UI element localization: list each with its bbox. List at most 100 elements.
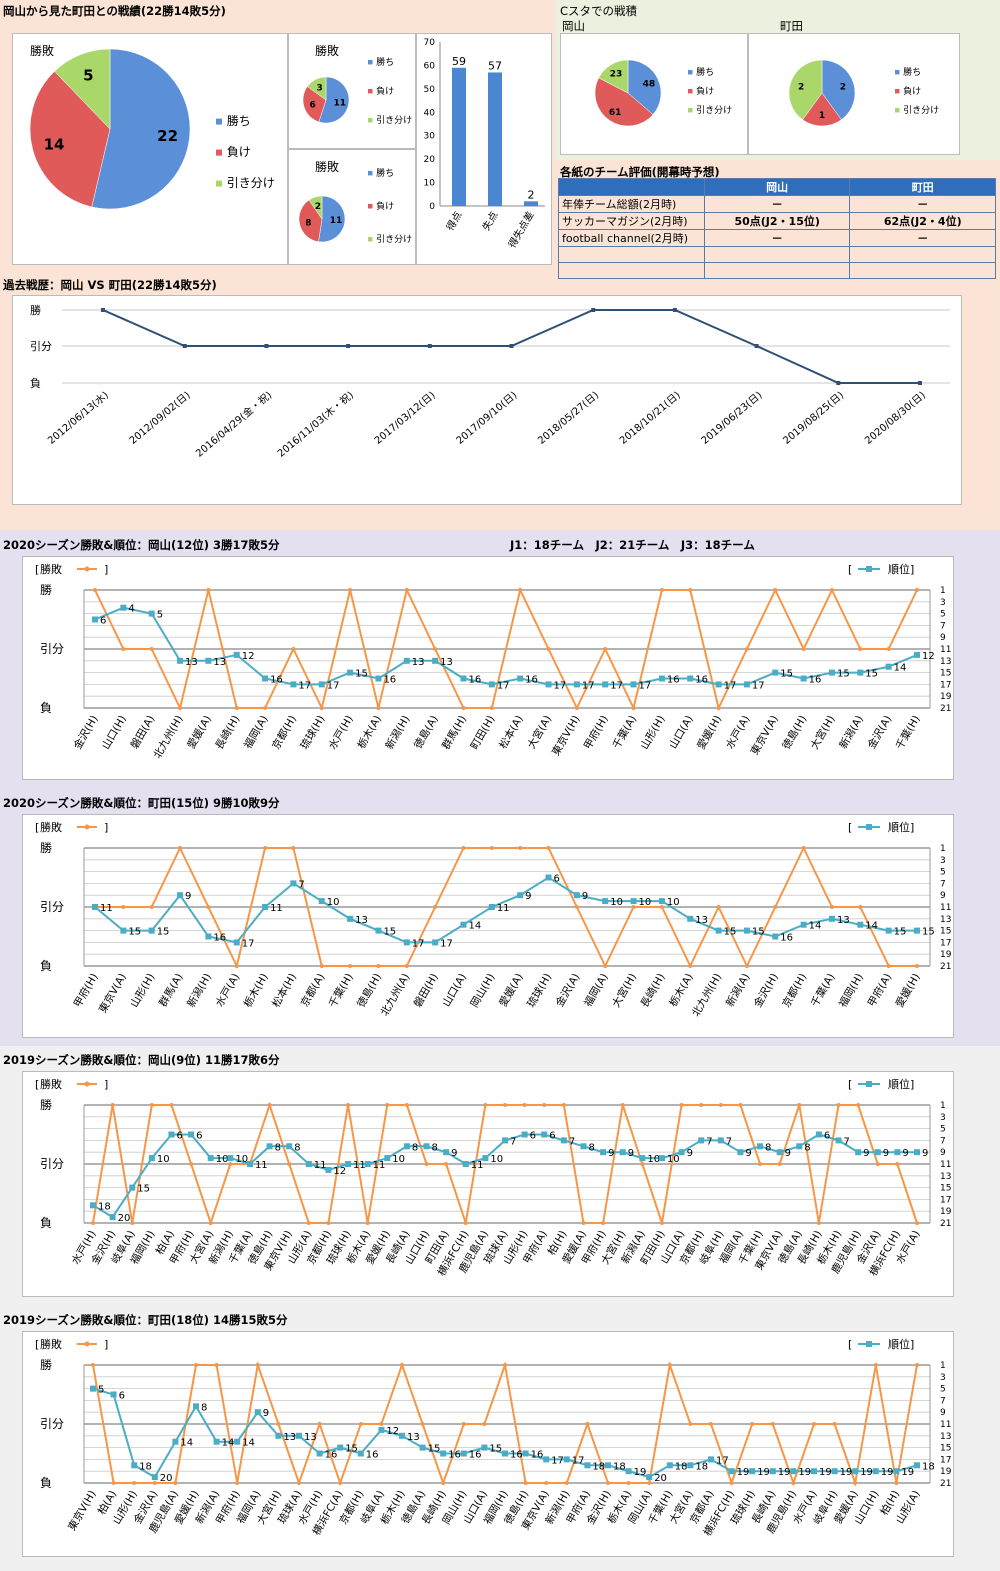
c2020o-legend-rank-marker <box>866 566 872 572</box>
c2020o-rank-label-8: 17 <box>327 680 340 691</box>
small-pie-1-slice-2 <box>307 76 327 101</box>
c2020o-result-point-15 <box>518 588 523 592</box>
c2020m-rank-label-29: 15 <box>922 927 935 938</box>
c2019o-rank-label-8: 11 <box>255 1160 268 1171</box>
c2020o-rank-label-21: 16 <box>695 675 708 686</box>
cstadium-machida-pie-slice-2 <box>788 59 823 121</box>
cstadium-machida-pie-legend-swatch-1 <box>895 88 900 94</box>
c2019m-rank-label-7: 14 <box>242 1438 255 1449</box>
evaluation-cell: 50点(J2・15位) <box>703 212 851 230</box>
c2019o-rank-tick-3: 7 <box>940 1136 946 1146</box>
c2020o-rank-label-26: 15 <box>837 669 850 680</box>
c2019m-rank-tick-9: 19 <box>940 1467 952 1477</box>
c2020m-rank-point-20 <box>658 898 665 905</box>
c2019m-rank-point-29 <box>687 1462 694 1469</box>
c2019m-rank-label-31: 19 <box>737 1467 750 1478</box>
c2019o-result-point-3 <box>149 1103 154 1107</box>
overall-pie-slice-2 <box>54 48 111 130</box>
c2020m-rank-label-15: 9 <box>525 891 531 902</box>
c2020o-rank-line <box>94 606 918 686</box>
c2019m-rank-tick-8: 17 <box>940 1455 951 1465</box>
c2019m-rank-label-20: 16 <box>510 1450 523 1461</box>
c2019m-rank-point-28 <box>666 1462 673 1469</box>
c2020m-rank-label-14: 11 <box>497 903 510 914</box>
c2019o-rank-label-32: 7 <box>726 1136 732 1147</box>
cstadium-machida-pie-legend-label-2: 引き分け <box>903 105 939 116</box>
c2019m-rank-label-5: 8 <box>201 1402 207 1413</box>
history-point-5 <box>509 344 514 348</box>
c2019o-result-point-36 <box>797 1103 802 1107</box>
c2020o-result-point-22 <box>716 706 721 710</box>
c2019m-result-point-11 <box>317 1422 322 1426</box>
c2020m-rank-label-17: 9 <box>582 891 588 902</box>
c2019o-rank-label-21: 7 <box>510 1136 516 1147</box>
history-point-6 <box>591 308 596 312</box>
c2020m-result-point-7 <box>291 846 296 850</box>
bar-value-0: 59 <box>452 55 466 68</box>
c2020m-result-point-17 <box>574 905 579 909</box>
c2019m-rank-point-34 <box>790 1468 797 1475</box>
c2020o-result-point-2 <box>149 647 154 651</box>
c2020o-rank-label-7: 17 <box>298 680 311 691</box>
history-panel <box>12 295 962 505</box>
c2019o-rank-point-27 <box>619 1149 626 1156</box>
c2019o-rank-label-6: 10 <box>216 1154 229 1165</box>
c2019o-result-point-14 <box>365 1221 370 1225</box>
c2020o-rank-tick-3: 7 <box>940 621 946 631</box>
c2020m-result-point-25 <box>801 846 806 850</box>
c2020o-result-point-10 <box>376 706 381 710</box>
evaluation-header-cell <box>558 178 705 196</box>
c2019m-rank-label-13: 16 <box>366 1450 379 1461</box>
c2019o-result-label-0: 勝 <box>40 1097 52 1112</box>
c2019o-rank-point-29 <box>658 1155 665 1162</box>
c2020o-legend-results-marker <box>84 566 90 572</box>
c2019o-rank-label-17: 8 <box>432 1142 438 1153</box>
c2019o-result-point-41 <box>895 1162 900 1166</box>
c2019o-result-point-23 <box>542 1103 547 1107</box>
c2019o-rank-label-1: 20 <box>118 1213 131 1224</box>
evaluation-row: football channel(2月時) －－ <box>558 229 996 247</box>
c2019o-rank-point-33 <box>737 1149 744 1156</box>
c2019o-result-point-11 <box>306 1221 311 1225</box>
c2020o-rank-label-29: 12 <box>922 651 935 662</box>
c2019m-result-point-25 <box>606 1481 610 1485</box>
c2020o-rank-label-28: 14 <box>894 663 907 674</box>
overall-pie-legend-label-1: 負け <box>227 145 251 159</box>
c2019m-legend-rank-open: [ <box>848 1338 852 1351</box>
c2019o-result-point-35 <box>777 1162 782 1166</box>
evaluation-title: 各紙のチーム評価(開幕時予想) <box>560 165 720 179</box>
c2019m-rank-point-8 <box>254 1409 261 1416</box>
c2020m-rank-label-10: 15 <box>383 927 396 938</box>
c2020o-rank-point-8 <box>318 681 325 688</box>
c2020o-result-point-7 <box>291 647 296 651</box>
c2019o-rank-point-9 <box>266 1143 273 1150</box>
c2019m-rank-point-1 <box>110 1391 117 1398</box>
c2020m-rank-label-28: 15 <box>894 927 907 938</box>
c2019o-legend-results: 勝敗 <box>40 1077 62 1091</box>
c2019o-title: 2019シーズン勝敗&順位：岡山(9位) 11勝17敗6分 <box>3 1053 280 1067</box>
c2019m-rank-label-15: 13 <box>407 1432 420 1443</box>
c2020m-rank-point-27 <box>857 921 864 928</box>
c2019o-rank-label-42: 9 <box>922 1148 928 1159</box>
c2019o-result-point-30 <box>679 1103 684 1107</box>
c2020o-result-point-23 <box>744 647 749 651</box>
c2019o-rank-tick-0: 1 <box>940 1101 946 1111</box>
c2020o-rank-tick-8: 17 <box>940 680 951 690</box>
c2019m-result-point-0 <box>91 1363 95 1367</box>
c2019o-result-point-29 <box>659 1221 664 1225</box>
c2019o-rank-tick-5: 11 <box>940 1160 951 1170</box>
c2019o-rank-point-36 <box>796 1143 803 1150</box>
c2019m-result-point-15 <box>400 1363 404 1367</box>
c2020m-result-label-1: 引分 <box>40 900 64 914</box>
c2019m-result-label-1: 引分 <box>40 1417 64 1431</box>
c2019m-result-point-32 <box>750 1422 755 1426</box>
c2020o-rank-label-18: 17 <box>610 680 623 691</box>
c2020o-rank-point-27 <box>857 669 864 676</box>
c2020m-rank-label-0: 11 <box>100 903 113 914</box>
c2019m-rank-label-29: 18 <box>695 1461 708 1472</box>
small-pie-1-legend-swatch-0 <box>368 59 373 65</box>
c2019o-result-point-6 <box>208 1221 213 1225</box>
c2020m-rank-tick-6: 13 <box>940 915 951 925</box>
c2019m-rank-label-14: 12 <box>386 1426 399 1437</box>
c2020m-rank-label-16: 6 <box>554 874 560 885</box>
